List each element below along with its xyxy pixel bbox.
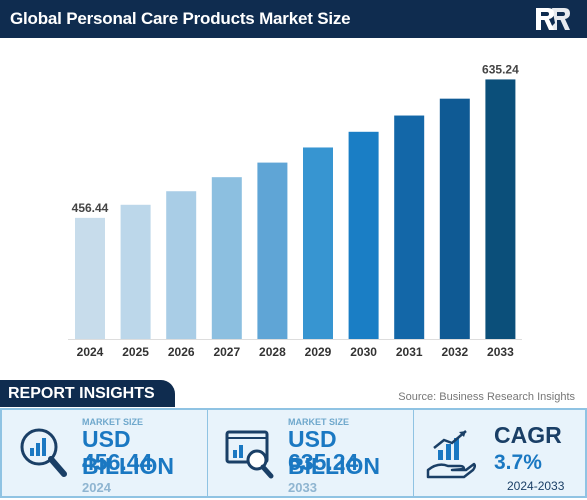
x-tick-label: 2028 <box>259 345 286 359</box>
data-label: 456.44 <box>72 201 109 215</box>
market-size-label: MARKET SIZE <box>288 417 350 427</box>
header-bar: Global Personal Care Products Market Siz… <box>0 0 587 38</box>
report-insights-tag: REPORT INSIGHTS <box>0 380 175 407</box>
x-tick-label: 2026 <box>168 345 195 359</box>
x-tick-label: 2025 <box>122 345 149 359</box>
bar-2027 <box>211 177 242 339</box>
bar-2030 <box>348 131 379 339</box>
market-size-unit: BILLION <box>288 453 380 479</box>
bar-2025 <box>120 204 151 339</box>
page-title: Global Personal Care Products Market Siz… <box>10 9 351 28</box>
x-tick-label: 2031 <box>396 345 423 359</box>
x-tick-label: 2030 <box>350 345 377 359</box>
cagr-title: CAGR <box>494 422 562 448</box>
market-size-value: USD 635.24 <box>288 426 359 475</box>
market-size-year: 2024 <box>82 480 111 495</box>
search-chart-icon <box>20 428 67 477</box>
cagr-card: CAGR 3.7% 2024-2033 <box>413 410 587 496</box>
bar-2029 <box>303 147 333 339</box>
growth-hand-icon <box>426 430 476 479</box>
market-size-unit: BILLION <box>82 453 174 479</box>
cagr-period: 2024-2033 <box>507 479 565 493</box>
labels-layer: 2024 2025 2026 2027 2028 2029 2030 2031 2032 2033… <box>72 62 519 359</box>
bar-2032 <box>439 98 470 339</box>
insights-cards: MARKET SIZE USD 456.44 BILLION 2024 MARK… <box>0 408 587 498</box>
data-label: 635.24 <box>482 62 519 76</box>
bar-2024 <box>75 217 105 339</box>
cagr-value: 3.7% <box>494 451 542 474</box>
bars-layer <box>75 79 516 339</box>
source-note: Source: Business Research Insights <box>398 391 575 403</box>
bar-2026 <box>166 191 197 339</box>
market-size-card-2033: MARKET SIZE USD 635.24 BILLION 2033 <box>207 410 412 496</box>
bar-2031 <box>394 115 425 339</box>
market-size-year: 2033 <box>288 480 317 495</box>
x-tick-label: 2027 <box>213 345 240 359</box>
x-tick-label: 2024 <box>77 345 104 359</box>
report-insights-heading: REPORT INSIGHTS <box>8 385 155 402</box>
market-size-label: MARKET SIZE <box>82 417 144 427</box>
x-tick-label: 2033 <box>487 345 514 359</box>
x-tick-label: 2029 <box>305 345 332 359</box>
x-tick-label: 2032 <box>441 345 468 359</box>
bar-2033 <box>485 79 516 339</box>
dashboard-magnifier-icon <box>225 430 274 479</box>
market-size-bar-chart: 2024 2025 2026 2027 2028 2029 2030 2031 2032 2033… <box>68 62 522 359</box>
market-size-value: USD 456.44 <box>82 426 153 475</box>
market-size-card-2024: MARKET SIZE USD 456.44 BILLION 2024 <box>2 410 206 496</box>
bar-2028 <box>257 162 288 339</box>
br-logo-icon <box>536 8 570 30</box>
